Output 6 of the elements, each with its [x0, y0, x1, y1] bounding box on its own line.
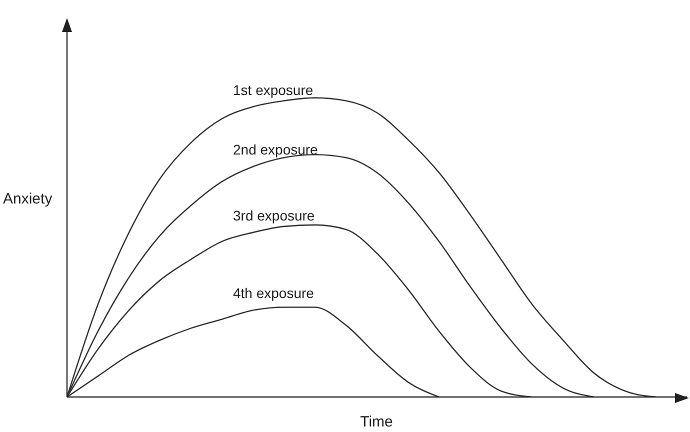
series-label: 4th exposure	[233, 285, 314, 302]
series-label: 2nd exposure	[233, 142, 318, 158]
series-label: 1st exposure	[233, 82, 314, 98]
series-label: 3rd exposure	[233, 207, 315, 224]
y-axis-title: Anxiety	[3, 190, 53, 208]
x-axis-title: Time	[360, 414, 393, 430]
